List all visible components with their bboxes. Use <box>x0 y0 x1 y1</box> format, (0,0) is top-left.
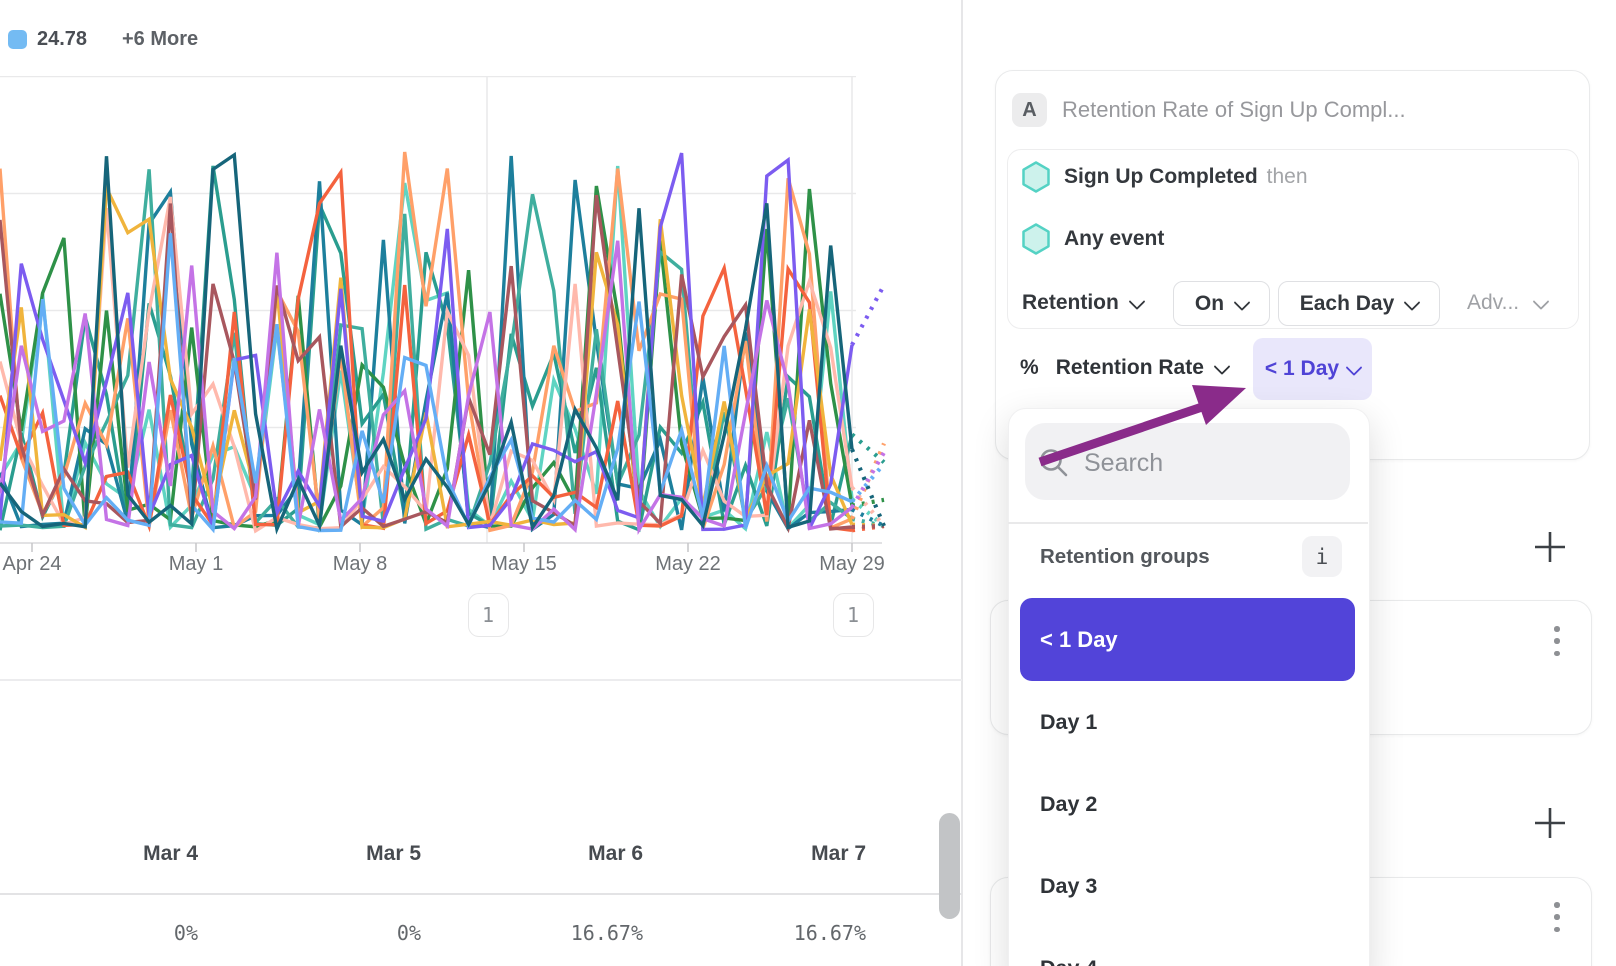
event-row-2[interactable]: Any event <box>1064 221 1164 257</box>
chart-annotation-badge[interactable]: 1 <box>832 593 874 637</box>
table-header-cell: Mar 5 <box>366 842 421 865</box>
chart-series <box>0 151 886 536</box>
chevron-down-icon <box>1532 292 1550 310</box>
x-axis-label: May 1 <box>168 553 224 575</box>
chart-annotation-badge[interactable]: 1 <box>467 593 509 637</box>
dropdown-item-day-3[interactable]: Day 3 <box>1040 873 1098 898</box>
chart-series-line <box>0 152 854 532</box>
chart-series-dashed-tail <box>850 462 886 504</box>
event-hexagon-icon <box>1022 161 1050 193</box>
chart-series-line <box>0 169 854 532</box>
chart-series-dashed-tail <box>851 523 885 530</box>
measure-dropdown[interactable]: % Retention Rate <box>1020 346 1231 390</box>
table-value-cell: 0% <box>396 921 421 945</box>
event-2-name: Any event <box>1064 227 1165 250</box>
table-header-cell: Mar 7 <box>811 842 866 865</box>
dropdown-item-day-2[interactable]: Day 2 <box>1040 791 1098 816</box>
card-kebab-menu[interactable] <box>1545 896 1569 938</box>
x-axis-label: May 15 <box>491 553 557 575</box>
percent-icon: % <box>1020 356 1039 379</box>
chart-series-dashed-tail <box>850 448 886 527</box>
retention-group-chip-dropdown[interactable]: < 1 Day <box>1253 338 1372 400</box>
chart-series-dashed-tail <box>850 284 886 346</box>
legend-series-swatch[interactable] <box>8 30 27 49</box>
add-metric-button[interactable] <box>1533 530 1567 564</box>
retention-groups-label: Retention groups <box>1040 545 1210 568</box>
table-value-cell: 0% <box>173 921 198 945</box>
dropdown-item-day-1[interactable]: Day 1 <box>1040 709 1098 734</box>
dropdown-item-selected[interactable]: < 1 Day <box>1020 598 1355 681</box>
chart-series-dashed-tail <box>850 486 886 528</box>
chevron-down-icon <box>1213 358 1231 376</box>
add-metric-button[interactable] <box>1533 806 1567 840</box>
retention-group-dropdown-panel <box>1008 408 1370 966</box>
query-letter-badge: A <box>1012 93 1047 127</box>
chart-series-line <box>0 151 854 535</box>
search-input[interactable] <box>1082 433 1342 493</box>
chart-series-dashed-tail <box>850 451 886 509</box>
each-day-dropdown[interactable]: Each Day <box>1278 281 1440 326</box>
x-axis-label: May 8 <box>332 553 388 575</box>
chevron-down-icon <box>1403 293 1421 311</box>
chart-series-dashed-tail <box>851 497 885 508</box>
chart-series-dashed-tail <box>850 432 886 464</box>
table-header-cell: Mar 4 <box>143 842 198 865</box>
chevron-down-icon <box>1128 292 1146 310</box>
chart-series-dashed-tail <box>851 523 885 533</box>
dropdown-item-day-4[interactable]: Day 4 <box>1020 927 1355 966</box>
event-row-1[interactable]: Sign Up Completed then <box>1064 159 1308 195</box>
chart-axis <box>0 542 882 552</box>
panel-divider <box>961 0 963 966</box>
x-axis-label: May 29 <box>819 553 885 575</box>
table-value-cell: 16.67% <box>570 921 643 945</box>
chevron-down-icon <box>1345 359 1363 377</box>
info-icon[interactable]: i <box>1302 536 1342 577</box>
query-title: Retention Rate of Sign Up Compl... <box>1062 97 1406 122</box>
chart-series-dashed-tail <box>850 497 886 528</box>
legend-more-toggle[interactable]: +6 More <box>122 28 199 50</box>
advanced-dropdown[interactable]: Adv... <box>1467 281 1550 324</box>
chart-series-line <box>0 240 854 536</box>
retention-type-dropdown[interactable]: Retention <box>1022 281 1146 324</box>
retention-line-chart <box>0 76 886 552</box>
chart-series-dashed-tail <box>851 507 885 528</box>
dropdown-section-divider <box>1008 522 1368 524</box>
event-1-name: Sign Up Completed <box>1064 165 1258 188</box>
chart-series-line <box>0 165 854 533</box>
section-divider <box>0 679 962 681</box>
card-kebab-menu[interactable] <box>1545 620 1569 662</box>
on-dropdown[interactable]: On <box>1173 281 1270 326</box>
table-header-cell: Mar 6 <box>588 842 643 865</box>
vertical-scrollbar-thumb[interactable] <box>939 813 960 919</box>
event-1-suffix: then <box>1266 165 1308 188</box>
x-axis-label: Apr 24 <box>2 553 62 575</box>
chart-series-line <box>0 233 853 534</box>
chart-series-line <box>0 155 853 533</box>
legend-series-value[interactable]: 24.78 <box>37 28 88 50</box>
table-value-cell: 16.67% <box>793 921 866 945</box>
chart-series-line <box>0 194 853 534</box>
search-icon <box>1040 449 1068 477</box>
event-hexagon-icon <box>1022 223 1050 255</box>
table-divider <box>0 893 962 895</box>
chevron-down-icon <box>1233 293 1251 311</box>
x-axis-label: May 22 <box>655 553 721 575</box>
chart-series-line <box>0 167 853 533</box>
